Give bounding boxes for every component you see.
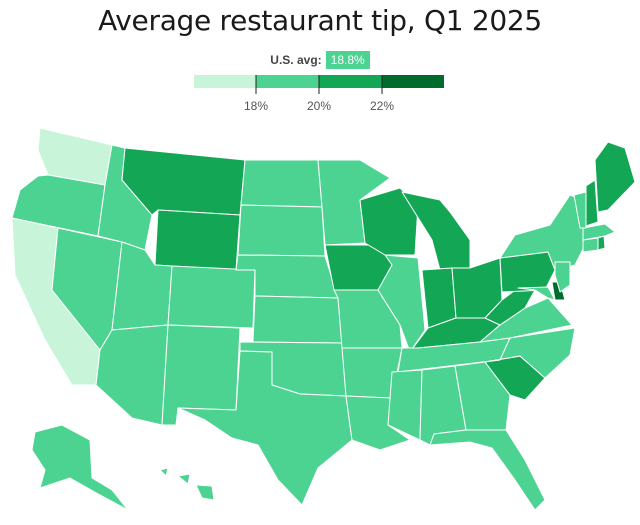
state-maryland[interactable] xyxy=(517,286,556,301)
state-new-jersey[interactable] xyxy=(554,261,571,293)
state-connecticut[interactable] xyxy=(582,237,599,253)
color-legend: 18% 20% 22% xyxy=(194,75,444,113)
state-north-dakota[interactable] xyxy=(240,159,323,208)
state-north-carolina[interactable] xyxy=(484,327,576,379)
state-alaska[interactable] xyxy=(31,424,129,511)
us-average-value: 18.8% xyxy=(325,51,370,69)
state-georgia[interactable] xyxy=(454,361,511,431)
legend-bin-4 xyxy=(382,75,444,88)
state-illinois[interactable] xyxy=(377,254,426,353)
legend-tick-label-1: 18% xyxy=(244,99,268,113)
state-new-hampshire[interactable] xyxy=(585,179,599,227)
chart-title: Average restaurant tip, Q1 2025 xyxy=(98,4,542,37)
state-wyoming[interactable] xyxy=(154,209,241,271)
legend-bin-1 xyxy=(194,75,256,88)
us-average-label: U.S. avg: xyxy=(270,53,322,67)
state-colorado[interactable] xyxy=(167,265,256,329)
state-hawaii[interactable] xyxy=(159,467,215,501)
state-kansas[interactable] xyxy=(252,295,343,344)
state-maine[interactable] xyxy=(594,141,636,213)
state-wisconsin[interactable] xyxy=(359,187,419,256)
state-indiana[interactable] xyxy=(421,267,457,329)
state-pennsylvania[interactable] xyxy=(499,251,556,293)
state-rhode-island[interactable] xyxy=(597,235,606,251)
state-vermont[interactable] xyxy=(573,191,587,229)
legend-tick-label-2: 20% xyxy=(307,99,331,113)
legend-bin-3 xyxy=(319,75,382,88)
legend-tick-label-3: 22% xyxy=(370,99,394,113)
us-average: U.S. avg: 18.8% xyxy=(0,51,640,69)
state-massachusetts[interactable] xyxy=(582,223,616,241)
state-florida[interactable] xyxy=(429,429,546,511)
state-arizona[interactable] xyxy=(95,324,169,426)
state-michigan[interactable] xyxy=(401,191,471,271)
state-south-dakota[interactable] xyxy=(237,204,326,257)
legend-bin-2 xyxy=(256,75,319,88)
state-texas[interactable] xyxy=(177,350,353,506)
